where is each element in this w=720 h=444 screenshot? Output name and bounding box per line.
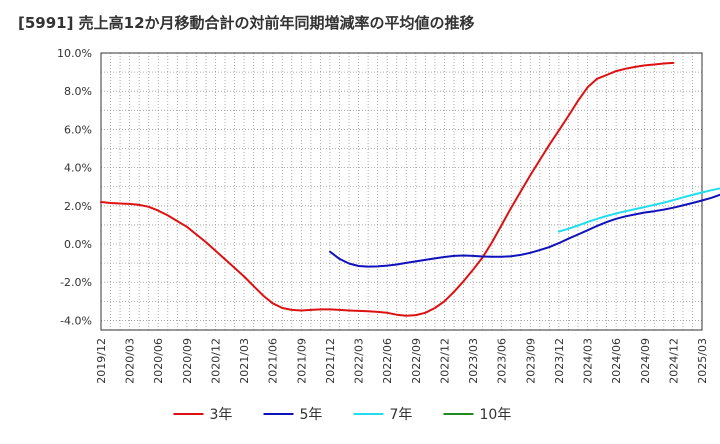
- y-tick-label: 6.0%: [64, 123, 92, 136]
- x-tick-label: 2020/06: [152, 338, 165, 384]
- x-tick-label: 2021/09: [295, 338, 308, 384]
- x-tick-label: 2025/03: [696, 338, 709, 384]
- legend-label-3年: 3年: [210, 407, 233, 423]
- x-tick-label: 2021/03: [238, 338, 251, 384]
- x-tick-label: 2024/06: [610, 338, 623, 384]
- y-tick-label: 8.0%: [64, 85, 92, 98]
- x-tick-label: 2020/09: [181, 338, 194, 384]
- x-tick-label: 2023/12: [553, 338, 566, 384]
- x-tick-label: 2022/09: [410, 338, 423, 384]
- x-tick-label: 2023/03: [467, 338, 480, 384]
- legend-label-10年: 10年: [480, 407, 512, 423]
- legend-label-7年: 7年: [390, 407, 413, 423]
- x-tick-label: 2020/03: [124, 338, 137, 384]
- x-tick-label: 2019/12: [95, 338, 108, 384]
- x-tick-label: 2024/03: [582, 338, 595, 384]
- chart-title: [5991] 売上高12か月移動合計の対前年同期増減率の平均値の推移: [18, 14, 475, 32]
- y-tick-label: -4.0%: [60, 314, 92, 327]
- y-tick-label: 10.0%: [57, 47, 92, 60]
- x-tick-label: 2020/12: [209, 338, 222, 384]
- y-tick-label: 2.0%: [64, 200, 92, 213]
- series-line-5年: [329, 193, 720, 268]
- y-tick-label: 4.0%: [64, 162, 92, 175]
- legend-label-5年: 5年: [300, 407, 323, 423]
- x-tick-label: 2021/06: [267, 338, 280, 384]
- x-tick-label: 2022/06: [381, 338, 394, 384]
- x-tick-label: 2022/03: [353, 338, 366, 384]
- series-line-3年: [100, 61, 675, 317]
- x-tick-label: 2024/12: [667, 338, 680, 384]
- x-tick-label: 2024/09: [639, 338, 652, 384]
- x-tick-label: 2022/12: [438, 338, 451, 384]
- plot-area: [101, 53, 702, 330]
- x-tick-label: 2023/06: [496, 338, 509, 384]
- x-tick-label: 2021/12: [324, 338, 337, 384]
- series-line-7年: [557, 187, 720, 233]
- y-tick-label: 0.0%: [64, 238, 92, 251]
- x-tick-label: 2023/09: [524, 338, 537, 384]
- y-tick-label: -2.0%: [60, 276, 92, 289]
